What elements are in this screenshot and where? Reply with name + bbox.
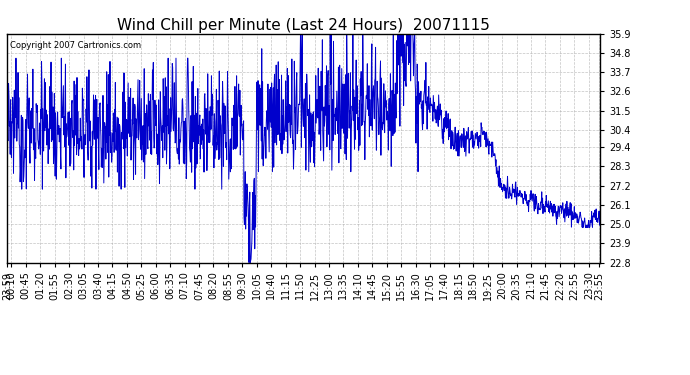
Title: Wind Chill per Minute (Last 24 Hours)  20071115: Wind Chill per Minute (Last 24 Hours) 20… <box>117 18 490 33</box>
Text: Copyright 2007 Cartronics.com: Copyright 2007 Cartronics.com <box>10 40 141 50</box>
